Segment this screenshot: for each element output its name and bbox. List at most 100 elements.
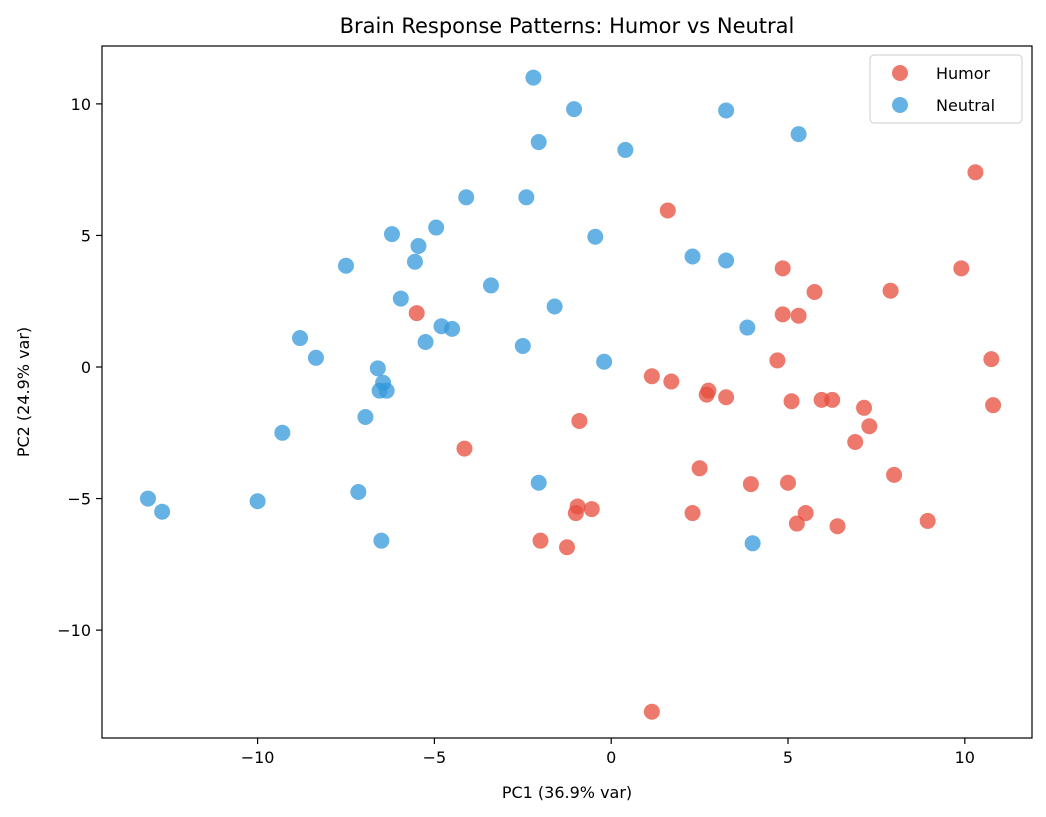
humor-point: [856, 399, 873, 416]
neutral-point: [514, 337, 531, 354]
humor-point: [456, 440, 473, 457]
y-tick-label: −10: [57, 621, 91, 640]
x-tick-label: 0: [606, 748, 616, 767]
legend-marker-neutral: [892, 97, 908, 113]
x-tick-label: 5: [783, 748, 793, 767]
y-tick-label: 10: [71, 95, 91, 114]
chart-title: Brain Response Patterns: Humor vs Neutra…: [340, 14, 795, 38]
humor-point: [829, 518, 846, 535]
neutral-point: [546, 298, 563, 315]
legend-label-humor: Humor: [936, 64, 991, 83]
neutral-point: [718, 252, 735, 269]
x-tick-label: −5: [423, 748, 447, 767]
humor-point: [691, 460, 708, 477]
y-axis: −10 −5 0 5 10: [57, 95, 102, 640]
humor-point: [774, 306, 791, 323]
humor-point: [643, 703, 660, 720]
neutral-point: [139, 490, 156, 507]
neutral-point: [518, 189, 535, 206]
humor-point: [919, 512, 936, 529]
neutral-point: [684, 248, 701, 265]
humor-point: [983, 351, 1000, 368]
legend-box: [869, 54, 1023, 124]
series-neutral: [139, 69, 807, 552]
neutral-point: [274, 424, 291, 441]
humor-point: [532, 532, 549, 549]
humor-point: [684, 505, 701, 522]
neutral-point: [428, 219, 445, 236]
y-tick-label: −5: [67, 490, 91, 509]
neutral-point: [744, 535, 761, 552]
x-tick-label: −10: [241, 748, 275, 767]
neutral-point: [392, 290, 409, 307]
neutral-point: [617, 141, 634, 158]
neutral-point: [383, 226, 400, 243]
humor-point: [847, 433, 864, 450]
humor-point: [408, 305, 425, 322]
legend-marker-humor: [892, 65, 908, 81]
neutral-point: [587, 228, 604, 245]
neutral-point: [410, 237, 427, 254]
neutral-point: [249, 493, 266, 510]
neutral-point: [718, 102, 735, 119]
x-tick-label: 10: [955, 748, 975, 767]
neutral-point: [790, 126, 807, 143]
neutral-point: [482, 277, 499, 294]
humor-point: [824, 391, 841, 408]
y-tick-label: 5: [81, 226, 91, 245]
neutral-point: [566, 101, 583, 118]
humor-point: [797, 505, 814, 522]
humor-point: [783, 393, 800, 410]
neutral-point: [307, 349, 324, 366]
neutral-point: [357, 408, 374, 425]
neutral-point: [378, 382, 395, 399]
humor-point: [886, 466, 903, 483]
neutral-point: [406, 253, 423, 270]
humor-point: [967, 164, 984, 181]
neutral-point: [525, 69, 542, 86]
humor-point: [861, 418, 878, 435]
humor-point: [774, 260, 791, 277]
neutral-point: [530, 474, 547, 491]
humor-point: [663, 373, 680, 390]
y-axis-title: PC2 (24.9% var): [14, 327, 33, 457]
humor-point: [571, 412, 588, 429]
neutral-point: [350, 483, 367, 500]
neutral-point: [739, 319, 756, 336]
humor-point: [583, 501, 600, 518]
humor-point: [780, 474, 797, 491]
neutral-point: [596, 353, 613, 370]
humor-point: [790, 307, 807, 324]
legend: Humor Neutral: [869, 54, 1023, 124]
neutral-point: [444, 320, 461, 337]
humor-point: [718, 389, 735, 406]
humor-point: [559, 539, 575, 556]
series-humor: [408, 164, 1002, 720]
humor-point: [985, 397, 1002, 414]
neutral-point: [530, 134, 547, 151]
neutral-point: [369, 360, 386, 377]
humor-point: [659, 202, 676, 219]
points-layer: [139, 69, 1002, 720]
neutral-point: [373, 532, 390, 549]
humor-point: [643, 368, 660, 385]
humor-point: [953, 260, 970, 277]
humor-point: [769, 352, 786, 369]
neutral-point: [292, 330, 309, 347]
neutral-point: [417, 334, 434, 351]
humor-point: [698, 386, 715, 403]
neutral-point: [458, 189, 475, 206]
x-axis-title: PC1 (36.9% var): [502, 783, 632, 802]
plot-frame: [101, 45, 1033, 739]
y-tick-label: 0: [81, 358, 91, 377]
humor-point: [806, 284, 823, 301]
humor-point: [742, 476, 759, 493]
humor-point: [567, 505, 584, 522]
humor-point: [788, 515, 805, 532]
humor-point: [882, 282, 899, 299]
x-axis: −10 −5 0 5 10: [241, 738, 975, 767]
neutral-point: [337, 257, 354, 274]
neutral-point: [154, 503, 171, 520]
legend-label-neutral: Neutral: [936, 96, 995, 115]
